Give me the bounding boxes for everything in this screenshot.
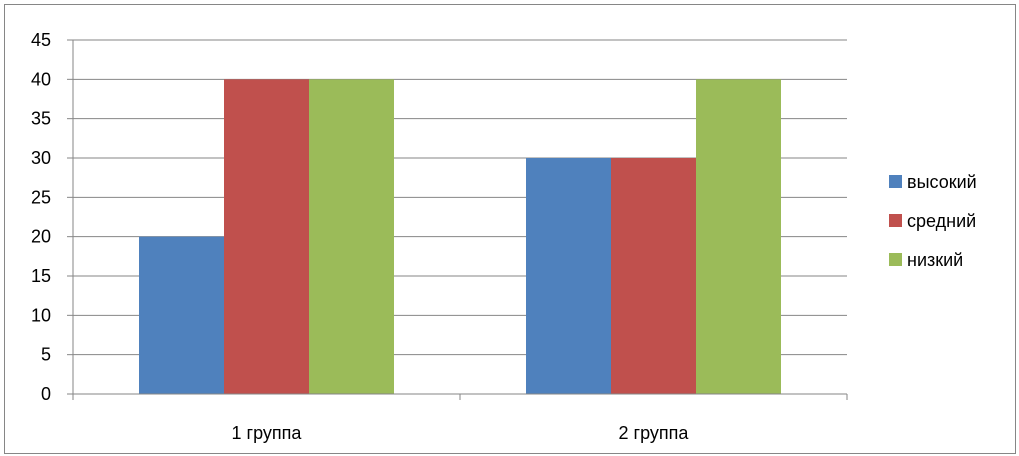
y-tick-labels: 0 5 10 15 20 25 30 35 40 45 [31, 30, 51, 404]
legend-swatch [889, 214, 902, 227]
y-tick-label: 30 [31, 148, 51, 168]
bar-1-2 [526, 158, 611, 394]
y-tick-label: 5 [41, 345, 51, 365]
bar-1-1 [139, 236, 224, 394]
x-category-labels: 1 группа 2 группа [232, 423, 690, 443]
y-tick-label: 20 [31, 227, 51, 247]
legend-swatch [889, 175, 902, 188]
y-tick-label: 45 [31, 30, 51, 50]
y-tick-label: 40 [31, 69, 51, 89]
bar-3-2 [696, 79, 781, 394]
y-tick-label: 15 [31, 266, 51, 286]
bars [139, 79, 781, 394]
x-category-label: 1 группа [232, 423, 303, 443]
bar-2-2 [611, 158, 696, 394]
y-tick-label: 10 [31, 305, 51, 325]
bar-3-1 [309, 79, 394, 394]
legend: высокий средний низкий [889, 172, 977, 270]
legend-label: высокий [907, 172, 977, 192]
legend-swatch [889, 253, 902, 266]
y-tick-label: 35 [31, 109, 51, 129]
y-tick-label: 25 [31, 187, 51, 207]
axes [67, 39, 848, 400]
bar-2-1 [224, 79, 309, 394]
legend-label: средний [907, 211, 976, 231]
y-tick-label: 0 [41, 384, 51, 404]
legend-label: низкий [907, 250, 963, 270]
x-category-label: 2 группа [619, 423, 690, 443]
